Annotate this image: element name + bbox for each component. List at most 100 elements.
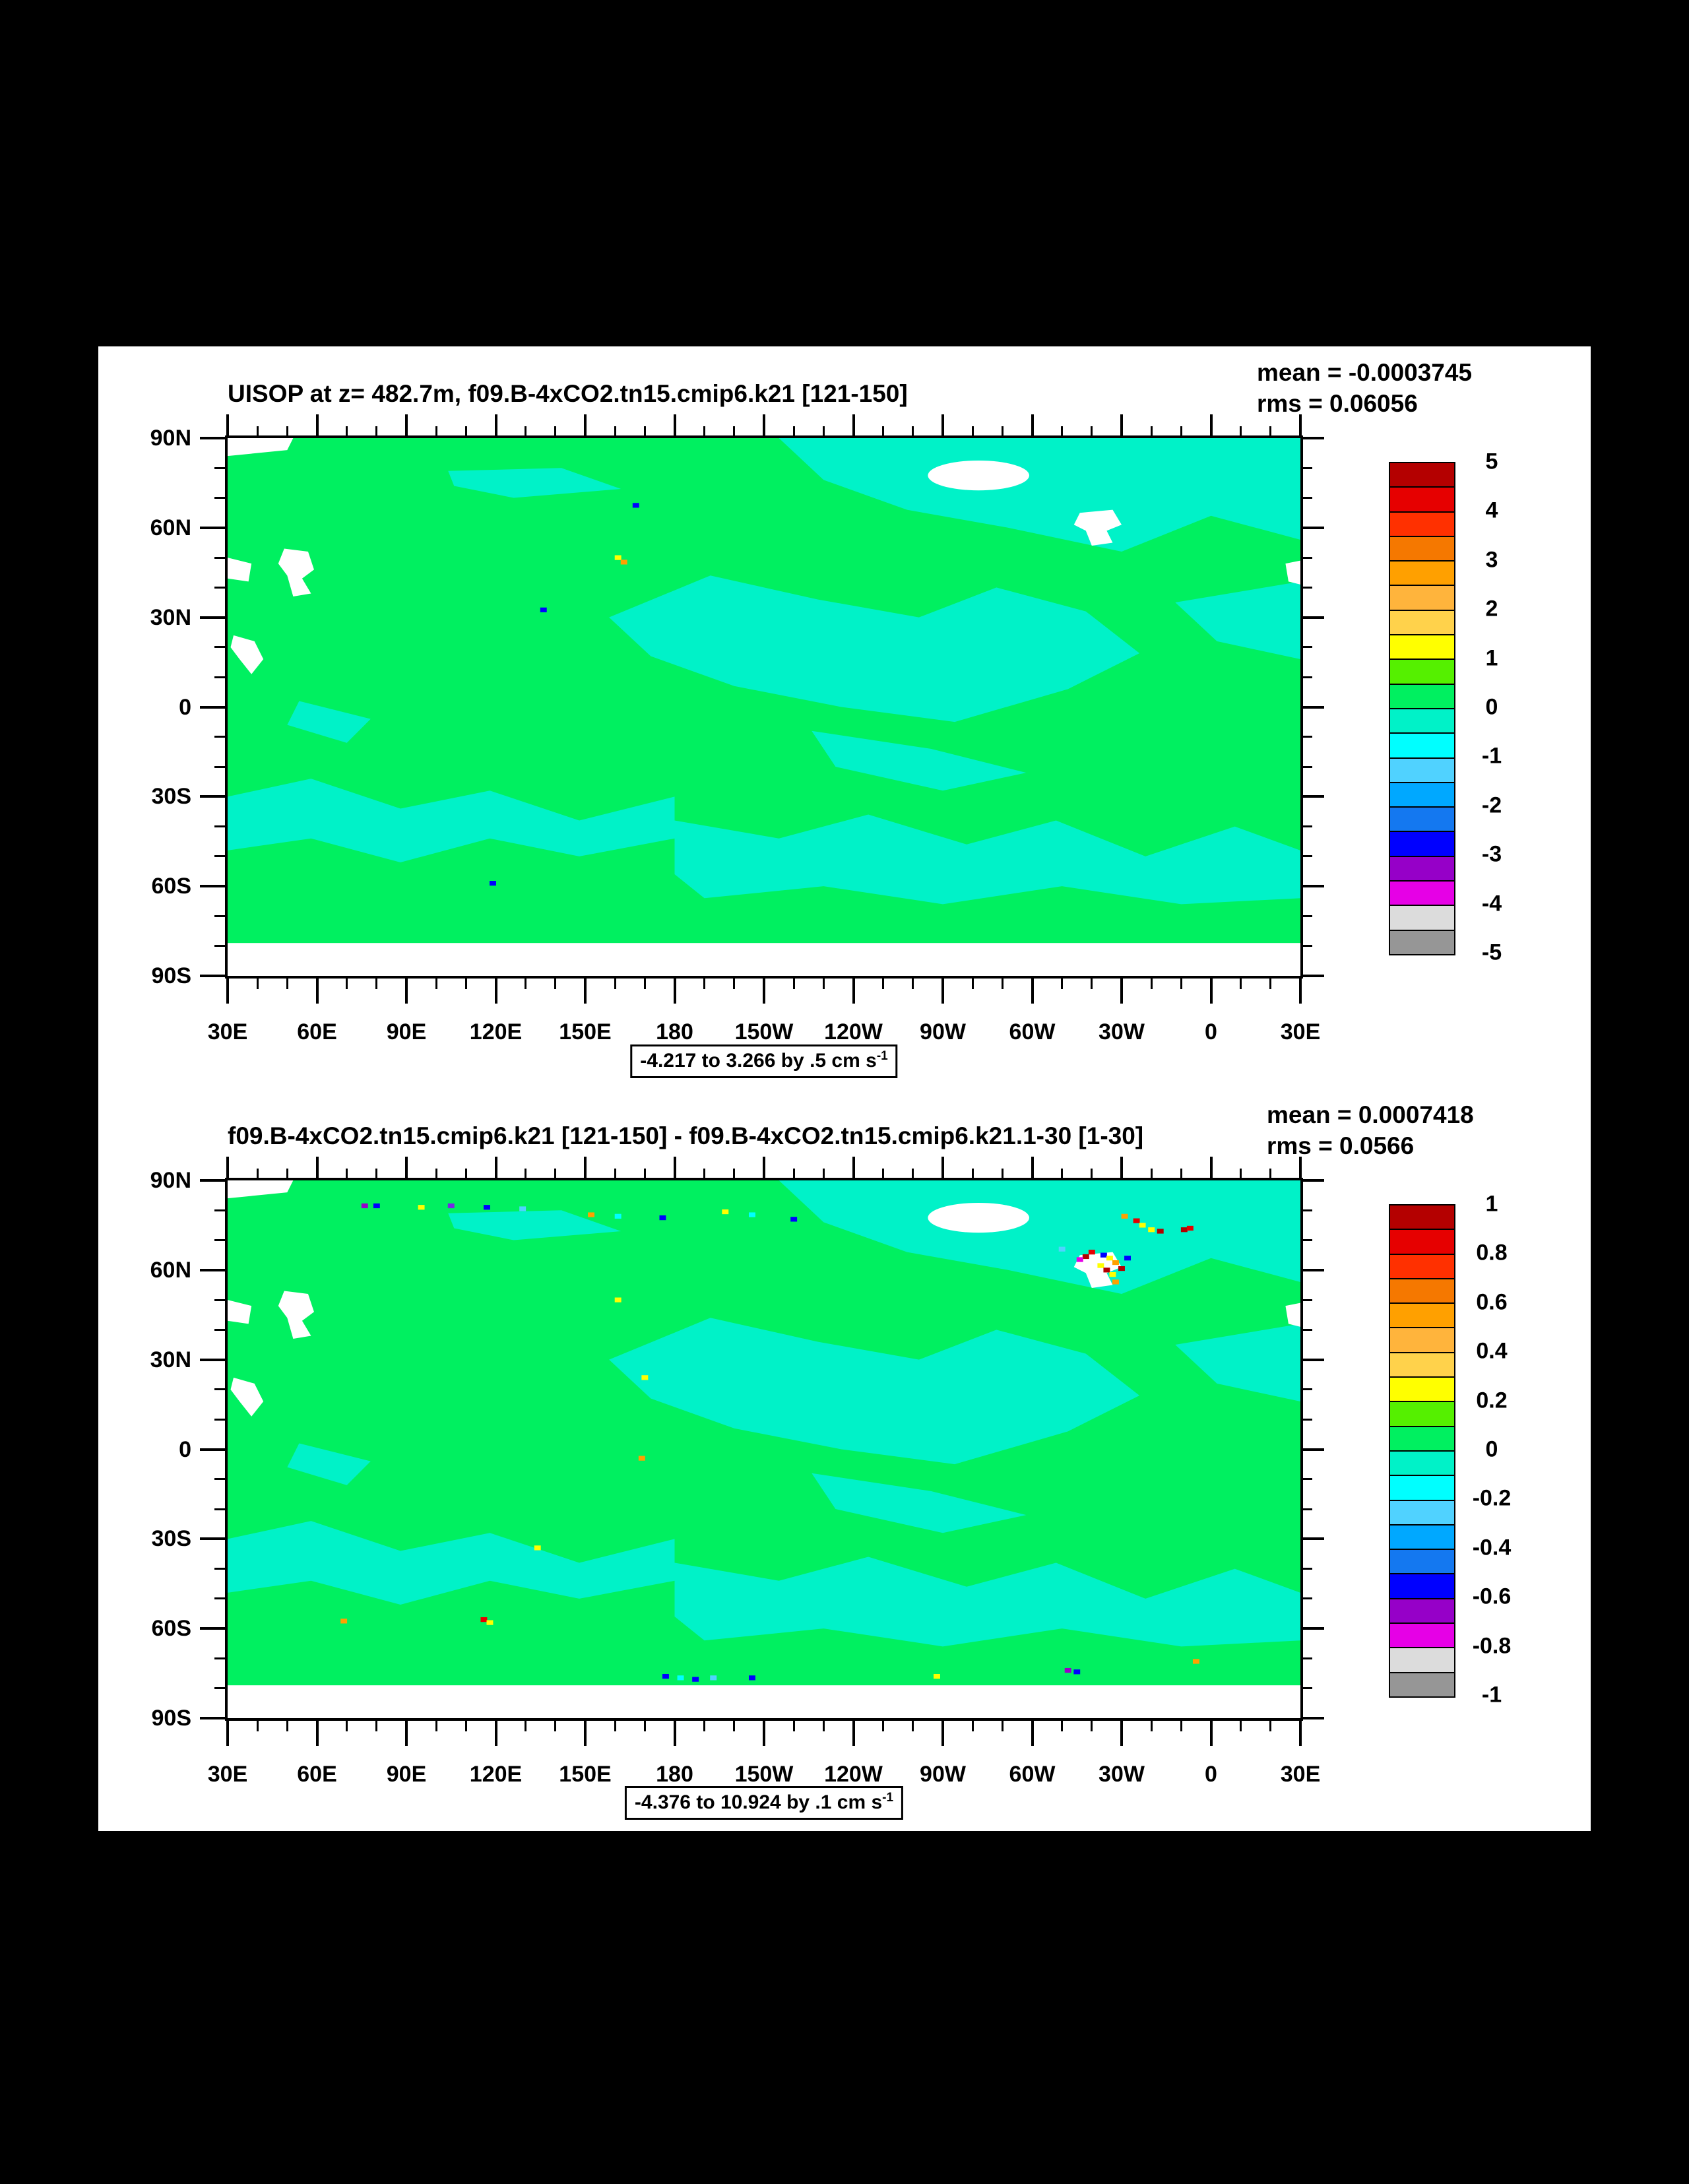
field-region — [228, 438, 294, 457]
lon-tick — [435, 1718, 437, 1731]
lat-tick — [200, 1358, 228, 1361]
lon-tick — [554, 1169, 557, 1180]
colorbar-box — [1390, 562, 1454, 587]
field-region — [1073, 509, 1122, 546]
lon-tick — [1001, 1169, 1004, 1180]
lon-tick — [435, 1169, 437, 1180]
colorbar-box — [1390, 463, 1454, 488]
lon-tick — [673, 1157, 676, 1180]
lat-tick — [1300, 885, 1324, 888]
lon-tick — [554, 976, 557, 989]
lon-tick — [673, 414, 676, 438]
field-region — [287, 1443, 371, 1485]
lon-tick — [733, 976, 736, 989]
field-region — [287, 701, 371, 743]
lat-tick — [200, 1537, 228, 1541]
lat-tick — [1300, 646, 1312, 649]
lon-tick — [464, 426, 467, 438]
field-region — [230, 1377, 264, 1417]
lat-tick — [1300, 1657, 1312, 1659]
colorbar-bottom — [1389, 1204, 1455, 1698]
lon-tick — [584, 1718, 587, 1746]
colorbar-level-label: -3 — [1481, 841, 1502, 867]
lon-tick — [286, 426, 288, 438]
lon-tick — [1240, 976, 1242, 989]
lon-axis-label: 180 — [656, 1019, 693, 1044]
lon-axis-label: 90W — [920, 1762, 966, 1787]
field-region — [448, 1210, 621, 1240]
lon-tick — [1299, 976, 1302, 1004]
field-region — [674, 1557, 1300, 1647]
lat-tick — [214, 586, 228, 589]
colorbar-level-label: -1 — [1481, 743, 1502, 769]
lat-tick — [214, 646, 228, 649]
lon-tick — [792, 976, 795, 989]
lat-tick — [1300, 1717, 1324, 1719]
lon-tick — [703, 426, 706, 438]
lon-axis-label: 120E — [469, 1762, 523, 1787]
lat-tick — [1300, 855, 1312, 858]
lon-tick — [315, 1157, 319, 1180]
field-region — [692, 1677, 699, 1682]
lon-tick — [256, 1169, 259, 1180]
lat-tick — [1300, 1358, 1324, 1361]
lon-tick — [346, 976, 348, 989]
colorbar-box — [1390, 832, 1454, 857]
lon-axis-label: 150W — [734, 1762, 794, 1787]
lon-tick — [435, 976, 437, 989]
field-region — [1064, 1667, 1071, 1673]
lon-tick — [1120, 976, 1123, 1004]
lon-tick — [1240, 426, 1242, 438]
lon-tick — [822, 426, 825, 438]
lat-tick — [214, 1687, 228, 1690]
lon-tick — [525, 976, 527, 989]
lat-tick — [1300, 1418, 1312, 1421]
lon-tick — [614, 1718, 616, 1731]
lon-tick — [525, 1718, 527, 1731]
lon-tick — [405, 976, 408, 1004]
lon-tick — [1061, 1718, 1064, 1731]
lon-tick — [1209, 1718, 1213, 1746]
lon-tick — [1091, 1169, 1093, 1180]
range-superscript: -1 — [876, 1049, 888, 1063]
colorbar-level-label: -5 — [1481, 940, 1502, 965]
field-region — [1109, 1272, 1116, 1277]
colorbar-box — [1390, 1550, 1454, 1575]
lat-tick — [1300, 945, 1312, 947]
lon-tick — [733, 426, 736, 438]
colorbar-box — [1390, 512, 1454, 537]
range-label-bottom: -4.376 to 10.924 by .1 cm s-1 — [624, 1786, 904, 1820]
lon-tick — [464, 1169, 467, 1180]
field-region — [748, 1675, 755, 1681]
field-region — [933, 1673, 940, 1679]
colorbar-box — [1390, 1525, 1454, 1551]
lat-axis-label: 30S — [151, 784, 192, 810]
lon-tick — [405, 1157, 408, 1180]
field-region — [228, 1685, 1300, 1718]
field-region — [1058, 1246, 1066, 1252]
lon-tick — [554, 1718, 557, 1731]
lon-tick — [1091, 1718, 1093, 1731]
lon-tick — [733, 1718, 736, 1731]
lon-tick — [256, 1718, 259, 1731]
field-region — [609, 1318, 1140, 1465]
field-region — [1175, 1324, 1300, 1402]
field-region — [228, 1300, 252, 1324]
mean-value: mean = -0.0003745 — [1257, 359, 1473, 386]
lon-tick — [882, 1169, 885, 1180]
field-region — [1076, 1257, 1083, 1262]
colorbar-box — [1390, 1599, 1454, 1624]
field-region — [1097, 1263, 1104, 1268]
lon-tick — [941, 976, 944, 1004]
range-text: -4.376 to 10.924 by .1 cm s — [634, 1791, 883, 1813]
lon-tick — [1209, 1157, 1213, 1180]
field-region — [486, 1620, 494, 1625]
map-field-bottom — [228, 1180, 1300, 1718]
field-region — [1285, 560, 1300, 585]
lon-tick — [1031, 1157, 1034, 1180]
range-label-top: -4.217 to 3.266 by .5 cm s-1 — [630, 1044, 898, 1078]
lat-tick — [1300, 1687, 1312, 1690]
lat-tick — [214, 1299, 228, 1301]
lon-axis-label: 0 — [1205, 1762, 1217, 1787]
